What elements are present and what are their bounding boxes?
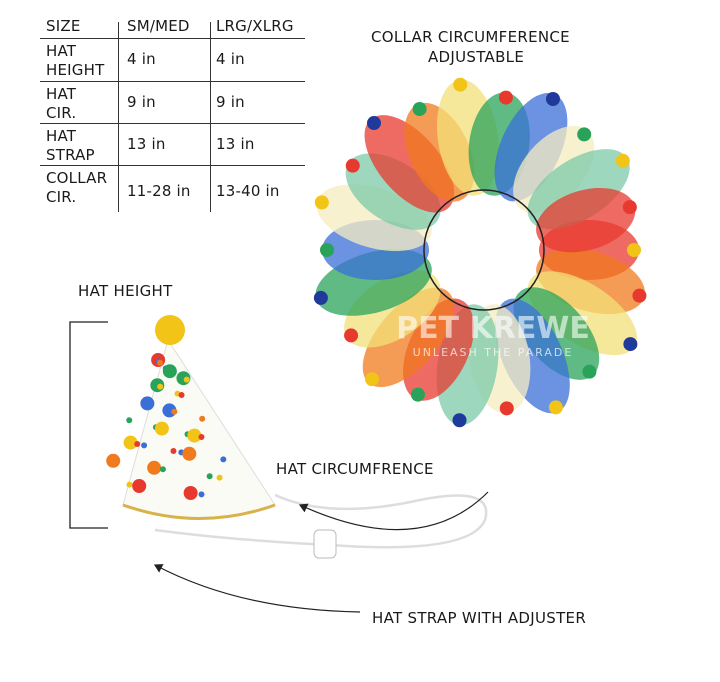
hat-pattern-dot [199,415,206,422]
hat-pattern-dot [183,376,190,383]
hat-pattern-dot [171,408,178,415]
hat-pattern-dot [147,460,162,475]
hat-pattern-dot [132,479,147,493]
hat-strap [154,493,488,549]
hat-pattern-dot [134,441,141,447]
pom-pom [344,328,359,343]
hat-pattern-dot [170,448,177,454]
cell-sm-med: 11-28 in [127,182,191,200]
divider [210,22,211,212]
row-label: HAT HEIGHT [46,42,105,79]
collar-petal [527,271,638,356]
collar-petal [536,187,636,253]
hat-pattern-dot [206,473,213,480]
hat-height-bracket [69,321,108,529]
hat-circumference-label: HAT CIRCUMFRENCE [276,460,434,478]
cell-sm-med: 4 in [127,50,156,68]
collar-opening [429,195,539,305]
header-size: SIZE [46,17,81,35]
row-label: HAT CIR. [46,85,77,122]
pom-pom [314,195,329,210]
header-lrg-xlrg: LRG/XLRG [216,17,294,35]
hat-pattern-dot [154,421,169,436]
cell-sm-med: 9 in [127,93,156,111]
pom-pom [582,364,597,379]
pom-pom [366,116,381,131]
collar-callout-line2: ADJUSTABLE [428,48,525,66]
cell-lrg-xlrg: 13-40 in [216,182,280,200]
hat-pattern-dot [141,442,148,449]
cell-lrg-xlrg: 13 in [216,135,255,153]
row-label: HAT STRAP [46,127,95,164]
hat-pattern-dot [159,466,166,473]
hat-pattern-dot [182,446,197,461]
pom-pom [615,153,630,168]
hat-pattern-dot [220,456,227,463]
hat-height-label: HAT HEIGHT [78,282,173,300]
hat-pattern-dot [198,434,205,440]
pom-pom [155,315,185,345]
pom-pom [632,288,647,303]
pom-pom [577,127,592,142]
hat-circumference-arrow [298,491,489,531]
watermark-brand: PET KREWE [396,311,590,346]
pom-pom [412,102,427,117]
hat-pattern-dot [157,383,164,390]
pom-pom [320,243,334,257]
hat-pattern-dot [123,435,138,450]
strap-adjuster [313,529,337,559]
pom-pom [548,400,563,415]
pom-pom [410,387,425,402]
collar-callout-line1: COLLAR CIRCUMFERENCE [371,28,570,46]
pom-pom [499,401,514,416]
row-label: COLLAR CIR. [46,169,108,206]
pom-pom [623,337,638,352]
pom-pom [345,158,360,173]
hat-strap-label: HAT STRAP WITH ADJUSTER [372,609,587,627]
pom-pom [627,243,641,257]
pom-pom [313,290,328,305]
cell-lrg-xlrg: 4 in [216,50,245,68]
cell-sm-med: 13 in [127,135,166,153]
divider [118,22,119,212]
watermark-tagline: UNLEASH THE PARADE [413,346,574,359]
collar-circumference-ring [423,189,545,311]
hat-pattern-dot [162,364,177,379]
hat-pattern-dot [156,359,163,366]
hat-pattern-dot [126,481,133,488]
pom-pom [622,200,637,215]
pom-pom [453,77,468,92]
hat-pattern-dot [126,417,133,424]
hat-pattern-dot [216,474,223,481]
divider [40,81,305,82]
cell-lrg-xlrg: 9 in [216,93,245,111]
divider [40,38,305,39]
header-sm-med: SM/MED [127,17,190,35]
hat-pattern-dot [140,396,155,411]
pom-pom [545,92,560,107]
hat-pattern-dot [178,392,185,398]
pom-pom [498,90,513,105]
divider [40,165,305,166]
hat-pattern-dot [106,453,121,468]
pom-pom [365,372,380,387]
hat-image [106,315,276,520]
pom-pom [452,413,467,428]
divider [40,123,305,124]
hat-pattern-dot [187,428,202,443]
hat-strap-arrow [153,564,361,613]
collar-image [313,77,647,428]
hat-pattern-dot [183,486,198,500]
hat-pattern-dot [198,491,205,498]
